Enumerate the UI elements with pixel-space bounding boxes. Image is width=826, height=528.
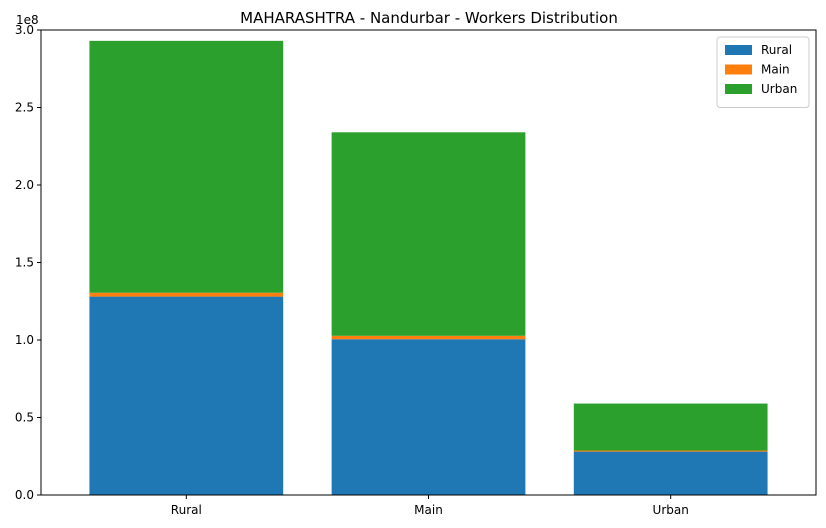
y-tick-label: 2.5 bbox=[15, 101, 34, 115]
legend-swatch-urban bbox=[725, 84, 752, 94]
bar-urban-main bbox=[331, 132, 526, 336]
bar-rural-rural bbox=[89, 296, 284, 495]
bars-group bbox=[89, 40, 768, 495]
y-tick-label: 3.0 bbox=[15, 23, 34, 37]
bar-main-rural bbox=[89, 292, 284, 297]
x-tick-label: Urban bbox=[653, 503, 689, 517]
bar-urban-rural bbox=[89, 40, 284, 293]
legend-label-urban: Urban bbox=[761, 82, 797, 96]
legend-label-rural: Rural bbox=[761, 43, 792, 57]
y-offset-label: 1e8 bbox=[16, 13, 39, 27]
legend: Rural Main Urban bbox=[716, 36, 810, 108]
x-axis: Rural Main Urban bbox=[171, 495, 689, 517]
y-tick-label: 2.0 bbox=[15, 178, 34, 192]
y-tick-label: 0.0 bbox=[15, 488, 34, 502]
legend-swatch-main bbox=[725, 64, 752, 75]
legend-swatch-rural bbox=[725, 45, 752, 55]
y-tick-label: 0.5 bbox=[15, 411, 34, 425]
bar-rural-urban bbox=[573, 451, 768, 495]
x-tick-label: Main bbox=[414, 503, 443, 517]
bar-main-main bbox=[331, 335, 526, 340]
y-tick-label: 1.0 bbox=[15, 333, 34, 347]
bar-rural-main bbox=[331, 339, 526, 495]
bar-urban-urban bbox=[573, 403, 768, 451]
chart-title: MAHARASHTRA - Nandurbar - Workers Distri… bbox=[240, 9, 618, 27]
legend-label-main: Main bbox=[761, 63, 790, 77]
bar-main-urban bbox=[573, 450, 768, 452]
x-tick-label: Rural bbox=[171, 503, 202, 517]
y-axis: 0.0 0.5 1.0 1.5 2.0 2.5 3.0 bbox=[15, 23, 41, 502]
y-tick-label: 1.5 bbox=[15, 256, 34, 270]
